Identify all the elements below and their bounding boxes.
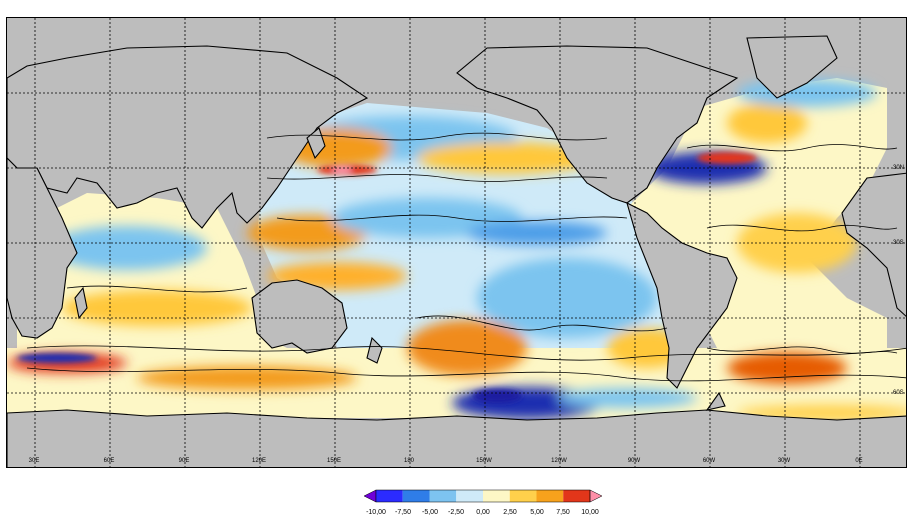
colorbar-seg-2 [402,490,430,502]
lon-label-60e: 60E [103,458,115,464]
lat-label-30n: 30N [893,165,905,171]
colorbar-tick-1: -10,00 [366,509,386,516]
colorbar-seg-3 [429,490,457,502]
new-zealand [366,336,383,364]
lon-label-150e: 150E [326,458,342,464]
colorbar-seg-6 [509,490,537,502]
lon-label-180: 180 [403,458,415,464]
lon-label-30e: 30E [28,458,40,464]
land-masses [7,35,906,467]
colorbar-seg-8 [563,490,590,502]
colorbar-seg-7 [536,490,564,502]
colorbar-tick-8: 7,50 [556,509,570,516]
colorbar-extend-high [589,489,602,503]
colorbar-tick-5: 0,00 [476,509,490,516]
south-america [626,201,738,389]
colorbar-tick-2: -7,50 [395,509,411,516]
colorbar-tick-7: 5,00 [530,509,544,516]
lon-label-90e: 90E [178,458,190,464]
contour-lines [26,132,906,382]
colorbar-seg-1 [376,490,403,502]
colorbar-tick-6: 2,50 [503,509,517,516]
lon-label-0e: 0E [855,458,863,464]
lon-label-150w: 150W [476,458,492,464]
colorbar-seg-5 [483,490,510,502]
colorbar-tick-3: -5,00 [422,509,438,516]
north-america [456,45,739,204]
madagascar [74,286,88,320]
graticule [7,18,906,467]
eurasia [7,45,369,229]
colorbar-tick-9: 10,00 [581,509,599,516]
colorbar-tick-4: -2,50 [448,509,464,516]
colorbar [364,489,602,503]
antarctica [7,409,906,467]
colorbar-extend-low [364,489,377,503]
antarctic-peninsula [705,391,726,411]
lon-label-60w: 60W [702,458,716,464]
lat-label-60s: 60S [893,390,904,396]
lon-label-120w: 120W [551,458,567,464]
africa [7,157,78,339]
lon-label-120e: 120E [251,458,267,464]
australia [251,279,348,354]
africa-west [841,172,906,317]
lon-label-90w: 90W [627,458,641,464]
lat-label-30s: 30S [893,240,904,246]
map-frame [6,17,907,468]
greenland [746,35,838,99]
global-ocean-map [7,18,906,467]
colorbar-seg-4 [456,490,483,502]
lon-label-30w: 30W [777,458,791,464]
